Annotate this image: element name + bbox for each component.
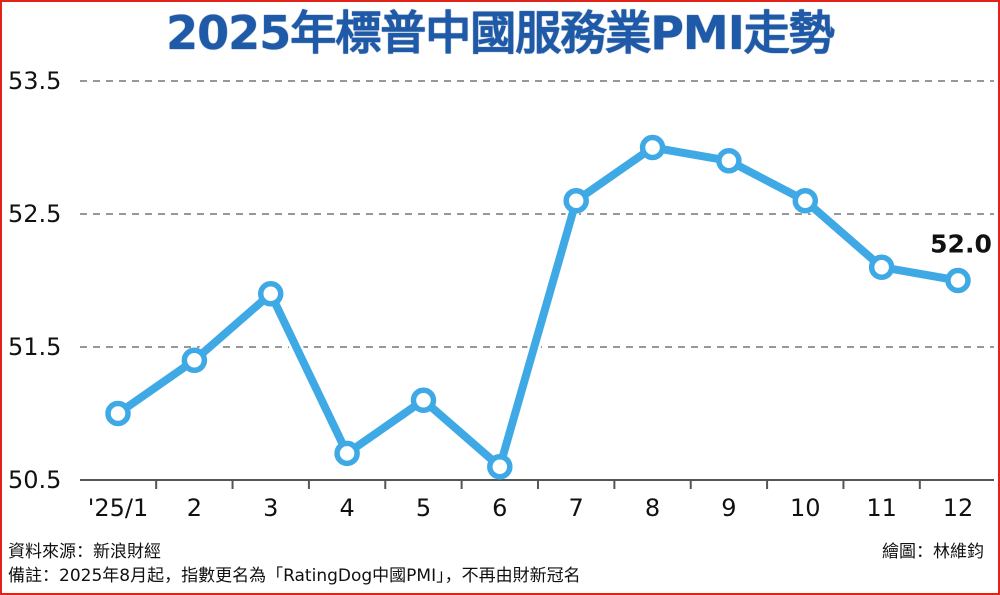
remark-note: 備註：2025年8月起，指數更名為「RatingDog中國PMI」，不再由財新冠… xyxy=(8,566,581,586)
data-point xyxy=(868,254,895,280)
data-point xyxy=(945,267,971,294)
data-point xyxy=(639,134,666,161)
source-note: 資料來源：新浪財經 xyxy=(8,542,161,562)
chart-title: 2025年標普中國服務業PMI走勢 xyxy=(166,6,835,60)
x-tick-label: 4 xyxy=(339,494,354,522)
series-line-halo xyxy=(111,141,965,474)
data-label-last: 52.0 xyxy=(930,230,992,259)
series-line xyxy=(114,143,962,471)
x-tick-label: 11 xyxy=(866,494,897,522)
x-tick-label: 12 xyxy=(943,494,974,522)
y-tick-label: 51.5 xyxy=(8,333,61,361)
x-tick-label: 3 xyxy=(263,494,278,522)
x-tick-label: 5 xyxy=(416,494,431,522)
data-point xyxy=(487,453,513,480)
x-tick-label: '25/1 xyxy=(88,494,149,522)
data-point xyxy=(410,387,437,413)
data-point xyxy=(257,281,284,307)
x-tick-label: 10 xyxy=(790,494,821,522)
x-tick-label: 6 xyxy=(492,494,507,522)
y-tick-label: 53.5 xyxy=(8,67,61,95)
x-tick-label: 9 xyxy=(721,494,736,522)
data-point xyxy=(716,148,742,174)
data-point xyxy=(792,187,819,214)
x-tick-label: 8 xyxy=(645,494,660,522)
x-tick-label: 7 xyxy=(569,494,584,522)
data-point xyxy=(181,347,208,374)
y-tick-label: 50.5 xyxy=(8,466,61,494)
data-point xyxy=(334,440,360,467)
data-point xyxy=(105,400,131,427)
y-tick-label: 52.5 xyxy=(8,200,61,228)
x-tick-label: 2 xyxy=(187,494,202,522)
data-point xyxy=(563,187,589,214)
credit-note: 繪圖：林維鈞 xyxy=(882,542,984,562)
